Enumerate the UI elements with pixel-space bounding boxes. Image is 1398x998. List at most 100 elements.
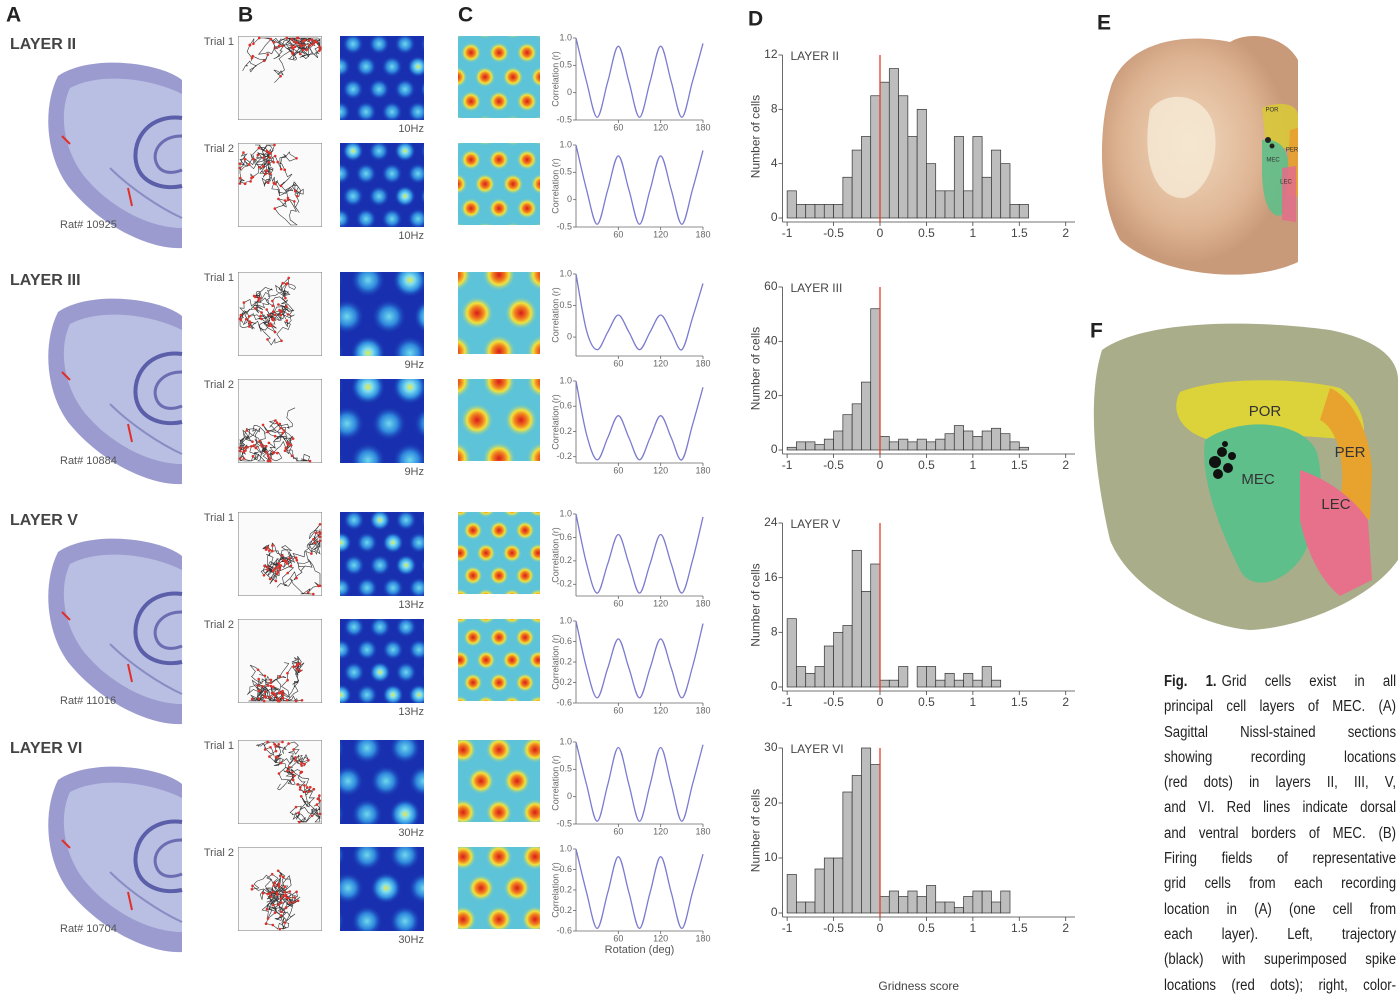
acg-peak (541, 611, 561, 631)
acg-peak (467, 937, 494, 964)
acg-peak (575, 874, 602, 901)
acg-peak (600, 42, 621, 63)
spike (266, 741, 269, 744)
spike (294, 45, 297, 48)
y-tick-label: 4 (771, 156, 778, 170)
spike (264, 675, 267, 678)
spike (274, 912, 277, 915)
field (427, 732, 459, 764)
bar (806, 902, 815, 913)
acg-peak (485, 843, 512, 870)
acg-peak (438, 258, 471, 291)
rat-label: Rat# 10704 (60, 923, 117, 935)
spike (269, 578, 272, 581)
acg-peak (530, 222, 551, 243)
arena (238, 379, 322, 463)
spike (239, 182, 242, 185)
spike (277, 870, 280, 873)
acg-peak (554, 588, 574, 608)
field (317, 600, 339, 622)
spike (272, 924, 275, 927)
spike (319, 535, 322, 538)
spike (284, 921, 287, 924)
acg-peak (432, 139, 453, 160)
acg-peak (530, 173, 551, 194)
field (330, 532, 352, 554)
bar (964, 673, 973, 687)
x-tick-label: 120 (653, 358, 668, 368)
spike (307, 759, 310, 762)
acg-peak (530, 125, 551, 146)
acg-peak (629, 968, 656, 995)
bar (889, 442, 898, 450)
spike (296, 664, 299, 667)
caption-text: Grid cells exist in all (1222, 673, 1396, 690)
field (329, 117, 351, 139)
y-tick-label: -0.2 (556, 451, 572, 461)
bar (861, 382, 870, 450)
spike (287, 441, 290, 444)
field (350, 442, 385, 477)
y-tick-label: 0.2 (559, 656, 572, 666)
bar (861, 591, 870, 687)
acg-peak (488, 246, 509, 267)
acg-peak (460, 403, 493, 436)
spike (252, 176, 255, 179)
field (368, 231, 390, 253)
x-tick-label: 120 (653, 465, 668, 475)
spike (261, 685, 264, 688)
y-tick-label: 40 (764, 334, 778, 348)
spike (254, 296, 257, 299)
correlation-curve (576, 849, 703, 928)
acg-peak (488, 91, 509, 112)
acg-peak (516, 246, 537, 267)
acg-peak (521, 843, 548, 870)
acg-peak (450, 695, 470, 715)
spike (285, 283, 288, 286)
spike (265, 922, 268, 925)
spike (276, 452, 279, 455)
field (407, 208, 429, 230)
spike (318, 799, 321, 802)
spike (286, 562, 289, 565)
acg-peak (570, 518, 603, 551)
bar (926, 667, 935, 688)
spike (262, 892, 265, 895)
spike (243, 301, 246, 304)
bar (796, 204, 805, 218)
caption-line: principal cell layers of MEC. (A) (1164, 694, 1396, 719)
field (316, 124, 338, 146)
bar (973, 137, 982, 219)
x-tick-label: -0.5 (823, 695, 844, 709)
acg-peak (521, 799, 548, 826)
field (381, 163, 403, 185)
acg-peak (432, 149, 453, 170)
acg-peak (570, 365, 603, 398)
field (356, 639, 378, 661)
caption-line: Sagittal Nissl-stained sections (1164, 720, 1396, 745)
field (407, 10, 429, 32)
x-tick-label: 180 (695, 705, 710, 715)
spike (273, 41, 276, 44)
acg-peak (572, 42, 593, 63)
spike (303, 784, 306, 787)
trial-label: Trial 2 (204, 847, 234, 859)
spike (315, 532, 318, 535)
field (368, 33, 390, 55)
acg-peak (502, 173, 523, 194)
bar (889, 680, 898, 687)
acg-peak (413, 968, 440, 995)
spike (269, 746, 272, 749)
bar (1010, 442, 1019, 450)
caption-text: principal cell layers of MEC. (A) (1164, 698, 1396, 715)
acg-peak (593, 968, 620, 995)
spike (265, 308, 268, 311)
spike (291, 51, 294, 54)
bar (796, 902, 805, 913)
spike (240, 314, 243, 317)
y-axis-label: Number of cells (749, 95, 763, 178)
spike (271, 692, 274, 695)
spike (288, 557, 291, 560)
bar (1010, 204, 1019, 218)
spike (269, 892, 272, 895)
